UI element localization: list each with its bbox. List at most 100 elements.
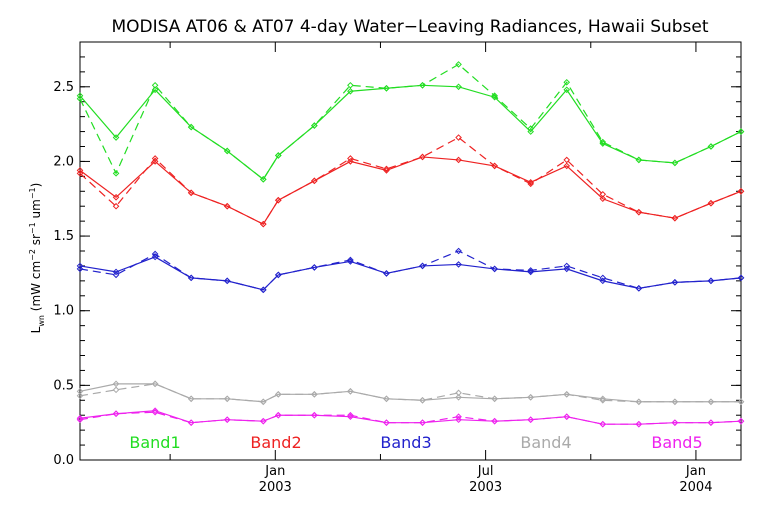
data-point-at07 [635, 398, 643, 406]
data-point-at07 [383, 270, 390, 277]
data-point-at07 [737, 128, 745, 135]
legend-band5: Band5 [651, 433, 702, 452]
y-tick-label: 1.5 [53, 229, 74, 244]
data-point-at06 [455, 393, 462, 401]
y-axis-label-main: L [29, 326, 43, 333]
data-point-at06 [455, 416, 462, 424]
data-point-at07 [563, 262, 571, 270]
data-point-at06 [599, 195, 607, 203]
data-point-at07 [527, 393, 534, 401]
data-point-at07 [311, 177, 318, 185]
plot-frame [79, 41, 742, 461]
data-point-at07 [151, 408, 159, 416]
y-axis-label-sup2: −1 [28, 222, 37, 234]
data-point-at07 [419, 262, 426, 270]
legend-band1: Band1 [129, 433, 180, 452]
data-point-at07 [112, 271, 120, 279]
series-layer [76, 61, 745, 428]
data-point-at07 [112, 202, 120, 210]
data-point-at07 [347, 81, 354, 89]
data-point-at06 [76, 414, 84, 422]
data-point-at07 [419, 81, 426, 89]
series-line-at07 [79, 383, 741, 403]
data-point-at06 [151, 407, 159, 415]
data-point-at07 [671, 159, 679, 167]
data-point-at07 [491, 162, 498, 170]
chart-title: MODISA AT06 & AT07 4-day Water−Leaving R… [111, 17, 708, 37]
data-point-at07 [311, 411, 318, 419]
data-point-at07 [563, 78, 571, 86]
data-point-at07 [76, 265, 84, 273]
data-point-at07 [187, 419, 195, 426]
data-point-at07 [527, 125, 534, 132]
data-point-at07 [347, 155, 354, 162]
y-axis-label-sub: wn [37, 315, 46, 327]
data-point-at06 [76, 167, 84, 174]
data-point-at07 [223, 277, 231, 285]
series-line-at06 [79, 84, 742, 181]
data-point-at07 [151, 380, 159, 388]
data-point-at07 [151, 250, 159, 258]
data-point-at07 [383, 84, 390, 92]
data-point-at07 [737, 274, 745, 282]
data-point-at07 [274, 411, 282, 419]
x-tick-label-year: 2004 [679, 480, 712, 495]
data-point-at07 [671, 214, 679, 222]
y-tick-label: 0.0 [53, 453, 74, 468]
data-point-at06 [112, 134, 120, 141]
data-point-at07 [151, 155, 159, 162]
data-point-at06 [527, 179, 534, 186]
data-point-at07 [347, 256, 354, 264]
x-tick-label-year: 2003 [469, 480, 502, 495]
data-point-at07 [635, 156, 643, 164]
data-point-at07 [112, 170, 120, 177]
series-line-at07 [79, 63, 742, 181]
data-point-at07 [311, 122, 318, 129]
data-point-at07 [112, 386, 120, 394]
data-point-at07 [187, 274, 195, 282]
data-point-at06 [151, 253, 159, 261]
x-tick-label-month: Jan [685, 464, 706, 479]
series-line-at06 [79, 156, 742, 225]
data-point-at06 [563, 265, 571, 273]
data-point-at06 [151, 158, 159, 165]
data-point-at07 [76, 170, 84, 177]
x-tick-label-year: 2003 [259, 480, 292, 495]
data-point-at07 [635, 208, 643, 216]
data-point-at07 [671, 419, 679, 426]
data-point-at07 [527, 267, 534, 274]
data-point-at07 [383, 165, 390, 173]
data-point-at07 [76, 95, 84, 103]
data-point-at07 [311, 264, 318, 271]
data-point-at07 [347, 411, 354, 419]
data-point-at07 [274, 271, 282, 279]
data-point-at07 [187, 189, 195, 197]
data-point-at07 [455, 413, 462, 421]
data-point-at07 [635, 420, 643, 428]
data-point-at06 [76, 92, 84, 100]
y-tick-label: 1.0 [53, 304, 74, 319]
data-point-at07 [563, 413, 571, 421]
legend: Band1 Band2 Band3 Band4 Band5 [129, 433, 702, 452]
data-point-at07 [274, 152, 282, 159]
data-point-at06 [151, 86, 159, 94]
data-point-at07 [311, 391, 318, 398]
data-point-at06 [347, 158, 354, 165]
data-point-at07 [187, 395, 195, 403]
data-point-at07 [347, 388, 354, 395]
data-point-at06 [112, 380, 120, 388]
data-point-at07 [491, 265, 498, 273]
data-point-at07 [491, 92, 498, 100]
x-tick-label-month: Jan [264, 464, 285, 479]
y-axis: 0.0 0.5 1.0 1.5 2.0 2.5 [53, 41, 741, 468]
plot-border [79, 41, 742, 461]
data-point-at07 [707, 419, 715, 426]
y-axis-label-close: ) [29, 183, 43, 188]
data-point-at07 [112, 410, 120, 418]
data-point-at07 [419, 396, 426, 404]
data-point-at07 [259, 286, 267, 294]
data-point-at07 [707, 143, 715, 150]
data-point-at06 [599, 395, 607, 403]
